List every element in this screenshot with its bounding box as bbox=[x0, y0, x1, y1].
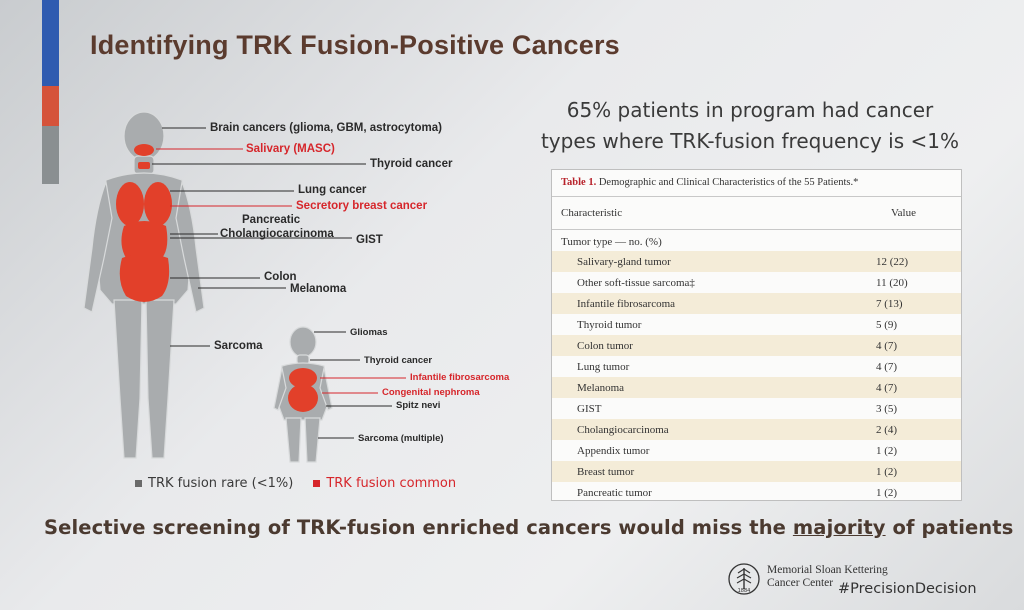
table-row: Lung tumor 4 (7) bbox=[552, 356, 961, 377]
table-row: Other soft-tissue sarcoma‡ 11 (20) bbox=[552, 272, 961, 293]
row-value: 1 (2) bbox=[876, 444, 898, 457]
label-colon: Colon bbox=[264, 271, 297, 283]
table-row: GIST 3 (5) bbox=[552, 398, 961, 419]
msk-branding: 1884 Memorial Sloan Kettering Cancer Cen… bbox=[727, 559, 1017, 603]
row-value: 2 (4) bbox=[876, 423, 898, 436]
bottom-statement-emphasis: majority bbox=[792, 516, 886, 539]
row-characteristic: Pancreatic tumor bbox=[577, 486, 652, 499]
table-row: Cholangiocarcinoma 2 (4) bbox=[552, 419, 961, 440]
msk-logo-icon: 1884 bbox=[728, 563, 760, 595]
label-child-fibrosarcoma: Infantile fibrosarcoma bbox=[410, 372, 510, 383]
row-value: 1 (2) bbox=[876, 486, 898, 499]
row-characteristic: Lung tumor bbox=[577, 360, 630, 373]
table-body: Salivary-gland tumor 12 (22) Other soft-ti… bbox=[552, 251, 961, 503]
logo-year: 1884 bbox=[738, 588, 751, 594]
table-caption-label: Table 1. bbox=[561, 177, 597, 188]
row-value: 5 (9) bbox=[876, 318, 898, 331]
label-gist: GIST bbox=[356, 234, 383, 246]
table-header: Characteristic Value bbox=[552, 197, 961, 230]
row-characteristic: Melanoma bbox=[577, 381, 625, 394]
accent-bar-red bbox=[42, 86, 59, 126]
legend-rare-label: TRK fusion rare (<1%) bbox=[148, 476, 294, 491]
org-name-line-2: Cancer Center bbox=[767, 577, 834, 589]
table-row: Breast tumor 1 (2) bbox=[552, 461, 961, 482]
row-characteristic: Colon tumor bbox=[577, 339, 633, 352]
row-characteristic: Breast tumor bbox=[577, 465, 635, 478]
row-value: 12 (22) bbox=[876, 255, 909, 268]
row-characteristic: GIST bbox=[577, 402, 602, 415]
table-row: Melanoma 4 (7) bbox=[552, 377, 961, 398]
accent-bar-gray bbox=[42, 126, 59, 184]
label-pancreatic: Pancreatic bbox=[242, 214, 301, 226]
row-characteristic: Infantile fibrosarcoma bbox=[577, 297, 676, 310]
table-caption-text: Demographic and Clinical Characteristics… bbox=[598, 177, 859, 188]
label-brain-cancers: Brain cancers (glioma, GBM, astrocytoma) bbox=[210, 122, 442, 134]
patient-characteristics-table: Table 1. Demographic and Clinical Charac… bbox=[551, 169, 962, 501]
label-melanoma: Melanoma bbox=[290, 283, 347, 295]
row-value: 7 (13) bbox=[876, 297, 903, 310]
child-leader-lines bbox=[310, 331, 406, 439]
row-value: 3 (5) bbox=[876, 402, 898, 415]
accent-bar-blue bbox=[42, 0, 59, 86]
column-header-characteristic: Characteristic bbox=[561, 207, 623, 219]
table-row: Salivary-gland tumor 12 (22) bbox=[552, 251, 961, 272]
child-organs bbox=[288, 368, 318, 412]
label-salivary: Salivary (MASC) bbox=[246, 143, 335, 155]
body-figure: Brain cancers (glioma, GBM, astrocytoma)… bbox=[70, 108, 510, 508]
label-child-thyroid: Thyroid cancer bbox=[364, 355, 433, 366]
bottom-statement: Selective screening of TRK-fusion enrich… bbox=[44, 516, 1013, 539]
row-value: 1 (2) bbox=[876, 465, 898, 478]
headline-line-2: types where TRK-fusion frequency is <1% bbox=[540, 129, 960, 153]
row-value: 11 (20) bbox=[876, 276, 908, 289]
label-child-gliomas: Gliomas bbox=[350, 327, 388, 338]
headline-line-1: 65% patients in program had cancer bbox=[566, 98, 934, 122]
table-row: Infantile fibrosarcoma 7 (13) bbox=[552, 293, 961, 314]
row-value: 4 (7) bbox=[876, 381, 898, 394]
table-section-tumor-type: Tumor type — no. (%) bbox=[561, 236, 662, 248]
table-caption: Table 1. Demographic and Clinical Charac… bbox=[552, 170, 961, 197]
figure-legend: TRK fusion rare (<1%) TRK fusion common bbox=[135, 476, 456, 491]
legend-common-label: TRK fusion common bbox=[326, 476, 457, 491]
headline: 65% patients in program had cancer types… bbox=[520, 95, 980, 157]
table-row: Thyroid tumor 5 (9) bbox=[552, 314, 961, 335]
label-secretory-breast: Secretory breast cancer bbox=[296, 200, 428, 212]
row-characteristic: Other soft-tissue sarcoma‡ bbox=[577, 276, 695, 289]
adult-organs bbox=[116, 144, 172, 302]
adult-leader-lines bbox=[152, 127, 366, 347]
bottom-statement-post: of patients bbox=[885, 516, 1014, 539]
label-sarcoma: Sarcoma bbox=[214, 340, 263, 352]
hashtag: #PrecisionDecision bbox=[838, 581, 977, 597]
row-characteristic: Thyroid tumor bbox=[577, 318, 642, 331]
label-cholangiocarcinoma: Cholangiocarcinoma bbox=[220, 228, 334, 240]
row-characteristic: Cholangiocarcinoma bbox=[577, 423, 669, 436]
legend-common-swatch bbox=[313, 480, 321, 487]
legend-rare-swatch bbox=[135, 480, 142, 487]
table-row: Pancreatic tumor 1 (2) bbox=[552, 482, 961, 503]
label-child-sarcoma: Sarcoma (multiple) bbox=[358, 433, 444, 444]
org-name: Memorial Sloan Kettering Cancer Center bbox=[767, 564, 888, 590]
column-header-value: Value bbox=[890, 207, 916, 219]
label-child-nephroma: Congenital nephroma bbox=[382, 387, 480, 398]
table-row: Colon tumor 4 (7) bbox=[552, 335, 961, 356]
label-child-spitz: Spitz nevi bbox=[396, 400, 441, 411]
bottom-statement-pre: Selective screening of TRK-fusion enrich… bbox=[44, 516, 793, 539]
row-characteristic: Salivary-gland tumor bbox=[577, 255, 671, 268]
label-thyroid-cancer: Thyroid cancer bbox=[370, 158, 453, 170]
table-row: Appendix tumor 1 (2) bbox=[552, 440, 961, 461]
org-name-line-1: Memorial Sloan Kettering bbox=[767, 564, 888, 576]
row-characteristic: Appendix tumor bbox=[577, 444, 650, 457]
row-value: 4 (7) bbox=[876, 339, 898, 352]
body-diagram bbox=[83, 111, 406, 463]
row-value: 4 (7) bbox=[876, 360, 898, 373]
label-lung-cancer: Lung cancer bbox=[298, 184, 367, 196]
slide-title: Identifying TRK Fusion-Positive Cancers bbox=[90, 30, 620, 60]
